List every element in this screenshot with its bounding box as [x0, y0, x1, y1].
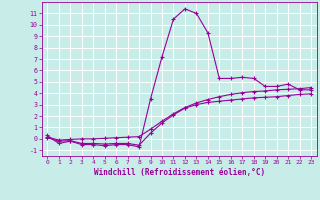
- X-axis label: Windchill (Refroidissement éolien,°C): Windchill (Refroidissement éolien,°C): [94, 168, 265, 177]
